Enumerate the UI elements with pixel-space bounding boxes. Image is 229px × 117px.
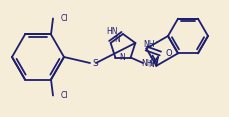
Text: N: N: [119, 53, 125, 62]
Text: Cl: Cl: [61, 91, 68, 100]
Text: O: O: [165, 49, 172, 58]
Text: NH: NH: [144, 40, 155, 49]
Text: Cl: Cl: [61, 14, 68, 23]
Text: N: N: [148, 60, 154, 69]
Text: HN: HN: [106, 27, 118, 37]
Text: NH: NH: [141, 58, 153, 68]
Text: N: N: [115, 35, 120, 44]
Text: S: S: [92, 58, 98, 68]
